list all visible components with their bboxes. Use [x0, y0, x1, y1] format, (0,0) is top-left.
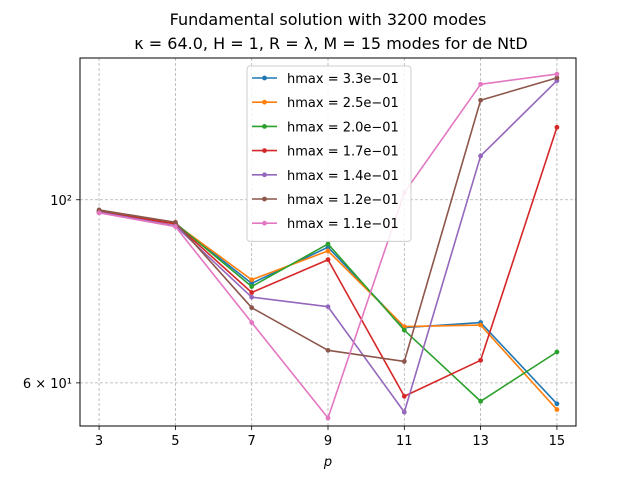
- x-tick-label: 11: [396, 434, 413, 449]
- data-point: [249, 277, 255, 283]
- data-point: [478, 81, 484, 87]
- data-point: [554, 401, 560, 407]
- x-tick-label: 3: [95, 434, 103, 449]
- data-point: [401, 327, 407, 333]
- series: [96, 71, 560, 421]
- data-point: [249, 305, 255, 311]
- data-point: [249, 290, 255, 295]
- data-point: [401, 393, 407, 399]
- data-point: [172, 219, 178, 225]
- data-point: [478, 357, 484, 363]
- axis-ticks: 3 5 7 9 11 13 15 6 × 10¹ 10²: [23, 194, 565, 449]
- x-axis-label: p: [323, 455, 332, 470]
- legend-item: hmax = 2.5e−01: [252, 96, 399, 111]
- legend-item: hmax = 1.4e−01: [252, 169, 399, 184]
- data-point: [325, 248, 331, 254]
- data-point: [554, 407, 560, 412]
- data-point: [554, 349, 560, 355]
- legend-label: hmax = 2.5e−01: [287, 96, 399, 111]
- legend-label: hmax = 1.1e−01: [287, 217, 399, 232]
- y-tick-label: 6 × 10¹: [23, 377, 72, 392]
- data-point: [249, 284, 255, 289]
- legend-swatch-marker: [262, 220, 267, 226]
- legend-item: hmax = 1.7e−01: [252, 145, 399, 160]
- legend-swatch-marker: [262, 172, 267, 178]
- series-layer: [96, 71, 560, 421]
- data-point: [401, 359, 407, 364]
- legend-item: hmax = 3.3e−01: [252, 72, 399, 87]
- x-tick-label: 5: [171, 434, 179, 449]
- legend-swatch-marker: [262, 148, 267, 154]
- data-point: [478, 322, 484, 328]
- data-point: [554, 75, 560, 81]
- data-point: [478, 97, 484, 103]
- y-tick-label: 10²: [50, 194, 72, 209]
- chart-title-group: Fundamental solution with 3200 modes κ =…: [134, 10, 527, 53]
- data-point: [325, 304, 331, 310]
- data-point: [554, 71, 560, 77]
- legend-label: hmax = 1.2e−01: [287, 193, 399, 208]
- legend-swatch-marker: [262, 75, 267, 81]
- data-point: [172, 224, 178, 229]
- legend-label: hmax = 3.3e−01: [287, 72, 399, 87]
- legend-label: hmax = 1.4e−01: [287, 169, 399, 184]
- data-point: [401, 409, 407, 415]
- data-point: [325, 257, 331, 263]
- data-point: [96, 210, 102, 216]
- legend-item: hmax = 1.1e−01: [252, 217, 399, 232]
- x-tick-label: 13: [472, 434, 489, 449]
- legend: hmax = 3.3e−01 hmax = 2.5e−01 hmax = 2.0e−…: [246, 65, 412, 242]
- chart-title: Fundamental solution with 3200 modes: [170, 10, 487, 29]
- data-point: [325, 415, 331, 421]
- data-point: [249, 320, 255, 325]
- x-tick-label: 7: [248, 434, 256, 449]
- data-point: [554, 124, 560, 130]
- legend-item: hmax = 1.2e−01: [252, 193, 399, 208]
- legend-box: [246, 65, 412, 242]
- legend-label: hmax = 2.0e−01: [287, 120, 399, 135]
- legend-swatch-marker: [262, 124, 267, 129]
- x-tick-label: 15: [549, 434, 566, 449]
- x-tick-label: 9: [324, 434, 332, 449]
- data-point: [325, 347, 331, 353]
- legend-item: hmax = 2.0e−01: [252, 120, 399, 135]
- legend-swatch-marker: [262, 196, 267, 202]
- legend-label: hmax = 1.7e−01: [287, 145, 399, 160]
- data-point: [478, 398, 484, 404]
- chart-subtitle: κ = 64.0, H = 1, R = λ, M = 15 modes for…: [134, 34, 527, 53]
- series: [96, 75, 560, 364]
- legend-swatch-marker: [262, 99, 267, 105]
- data-point: [478, 153, 484, 159]
- data-point: [249, 294, 255, 300]
- data-point: [325, 241, 331, 247]
